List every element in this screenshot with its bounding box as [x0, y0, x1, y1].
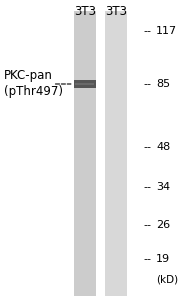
Bar	[74, 11, 96, 296]
Text: 48: 48	[156, 142, 170, 152]
Bar	[74, 80, 96, 88]
Text: --: --	[143, 142, 151, 152]
Text: (pThr497): (pThr497)	[4, 85, 63, 98]
Text: (kD): (kD)	[156, 275, 178, 285]
Text: --: --	[143, 26, 151, 37]
Text: 117: 117	[156, 26, 177, 37]
Text: 26: 26	[156, 220, 170, 230]
Text: 34: 34	[156, 182, 170, 193]
Text: 3T3: 3T3	[74, 5, 96, 18]
Text: --: --	[143, 79, 151, 89]
Text: 19: 19	[156, 254, 170, 264]
Bar	[75, 83, 95, 85]
Text: --: --	[143, 220, 151, 230]
Bar	[105, 11, 127, 296]
Text: PKC-pan: PKC-pan	[4, 68, 53, 82]
Text: --: --	[143, 182, 151, 193]
Text: --: --	[143, 254, 151, 264]
Text: 85: 85	[156, 79, 170, 89]
Text: 3T3: 3T3	[105, 5, 127, 18]
